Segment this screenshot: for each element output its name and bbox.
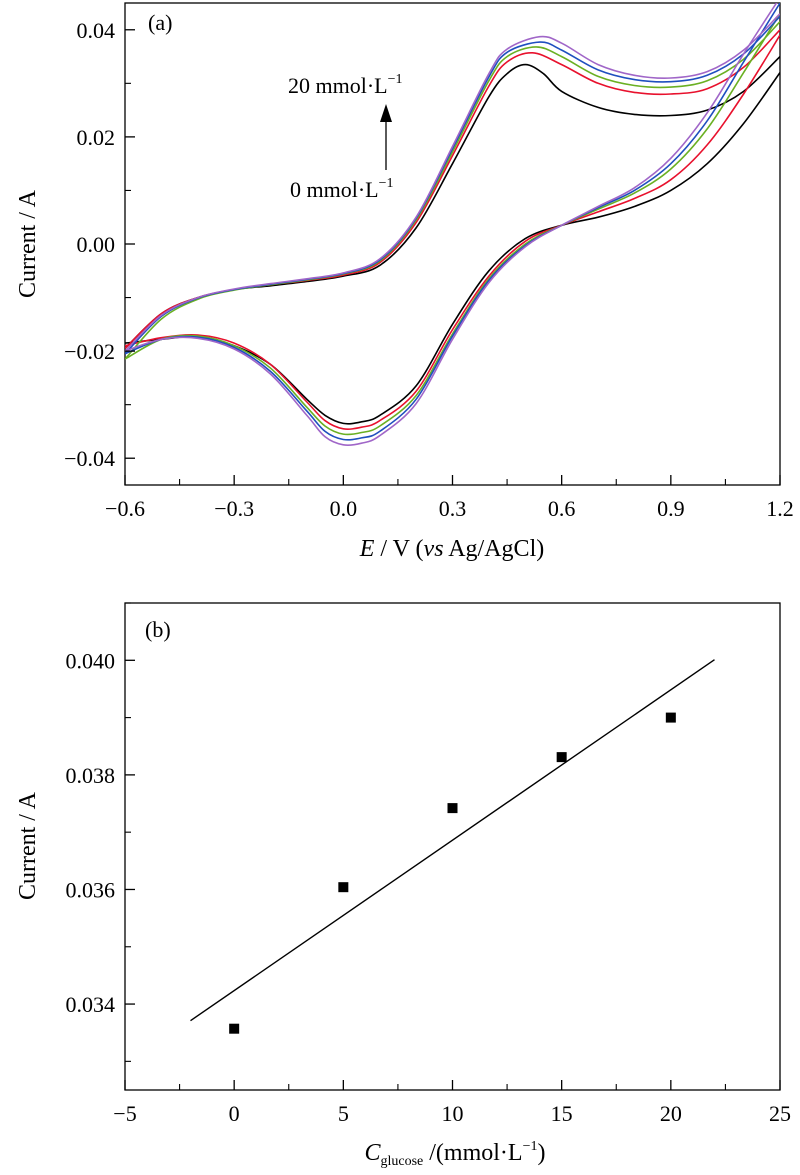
data-point bbox=[338, 882, 349, 893]
panel-b-x-tick-label: 20 bbox=[660, 1101, 682, 1126]
panel-a-curves bbox=[125, 3, 780, 447]
panel-a-x-tick-label: 0.6 bbox=[548, 496, 576, 521]
panel-a-y-tick-label: 0.02 bbox=[77, 125, 116, 150]
panel-b-x-tick-label: 15 bbox=[551, 1101, 573, 1126]
panel-b-fit-line bbox=[190, 659, 715, 1022]
panel-b-x-tick-label: −5 bbox=[113, 1101, 136, 1126]
cv-curve-forward bbox=[125, 15, 780, 355]
panel-a-x-tick-label: 0.0 bbox=[330, 496, 358, 521]
panel-b-ticks: −5 0 5 10 15 20 25 0.034 0.036 0.038 0.040 bbox=[66, 602, 791, 1126]
data-point bbox=[447, 803, 458, 814]
panel-a-x-tick-label: 1.2 bbox=[766, 496, 794, 521]
cv-curve-reverse bbox=[125, 3, 780, 441]
panel-a-y-axis-label: Current / A bbox=[15, 189, 41, 298]
panel-a-label: (a) bbox=[148, 10, 172, 35]
panel-b-x-tick-label: 25 bbox=[769, 1101, 791, 1126]
panel-b-calibration: −5 0 5 10 15 20 25 0.034 0.036 0.038 0.040 (b) Cgl… bbox=[15, 602, 791, 1169]
panel-b-y-axis-label: Current / A bbox=[15, 791, 41, 900]
data-point bbox=[556, 752, 567, 763]
panel-b-y-tick-label: 0.040 bbox=[66, 648, 116, 673]
panel-a-y-tick-label: −0.04 bbox=[64, 446, 115, 471]
cv-curve-forward bbox=[125, 13, 780, 352]
panel-b-y-tick-label: 0.036 bbox=[66, 877, 116, 902]
panel-b-x-axis-label: Cglucose /(mmol·L−1) bbox=[364, 1139, 545, 1169]
cv-curve-forward bbox=[125, 21, 780, 360]
linear-fit-line bbox=[190, 659, 715, 1022]
annotation-0-mmol: 0 mmol·L−1 bbox=[290, 176, 394, 202]
cv-curve-forward bbox=[125, 56, 780, 349]
panel-a-x-axis-label: E / V (vs Ag/AgCl) bbox=[359, 536, 544, 562]
panel-b-label: (b) bbox=[145, 617, 171, 642]
panel-b-points bbox=[229, 712, 676, 1034]
panel-a-y-tick-label: 0.00 bbox=[77, 232, 116, 257]
panel-b-x-tick-label: 10 bbox=[442, 1101, 464, 1126]
panel-a-x-tick-label: 0.9 bbox=[657, 496, 685, 521]
panel-b-plot-frame bbox=[124, 602, 781, 1091]
panel-a-plot-frame bbox=[124, 2, 781, 486]
panel-a-x-tick-label: 0.3 bbox=[439, 496, 467, 521]
panel-b-y-tick-label: 0.034 bbox=[66, 992, 116, 1017]
panel-a-y-tick-label: 0.04 bbox=[77, 18, 116, 43]
annotation-20-mmol: 20 mmol·L−1 bbox=[288, 72, 403, 98]
cv-curve-reverse bbox=[125, 72, 780, 425]
cv-curve-reverse bbox=[125, 34, 780, 430]
panel-b-x-tick-label: 5 bbox=[338, 1101, 349, 1126]
panel-b-y-tick-label: 0.038 bbox=[66, 763, 116, 788]
panel-a-y-tick-label: −0.02 bbox=[64, 339, 115, 364]
cv-curve-reverse bbox=[125, 3, 778, 447]
panel-a-x-tick-label: −0.3 bbox=[214, 496, 254, 521]
panel-a-ticks: −0.6 −0.3 0.0 0.3 0.6 0.9 1.2 −0.04 −0.02 0.00 0.0… bbox=[64, 18, 794, 521]
panel-a-x-tick-label: −0.6 bbox=[105, 496, 145, 521]
data-point bbox=[665, 712, 676, 723]
panel-a-cyclic-voltammogram: −0.6 −0.3 0.0 0.3 0.6 0.9 1.2 −0.04 −0.02 0.00 0.0… bbox=[15, 2, 794, 562]
annotation-arrow-head bbox=[380, 104, 392, 122]
cv-curve-reverse bbox=[125, 13, 780, 436]
data-point bbox=[229, 1023, 240, 1034]
panel-b-x-tick-label: 0 bbox=[229, 1101, 240, 1126]
